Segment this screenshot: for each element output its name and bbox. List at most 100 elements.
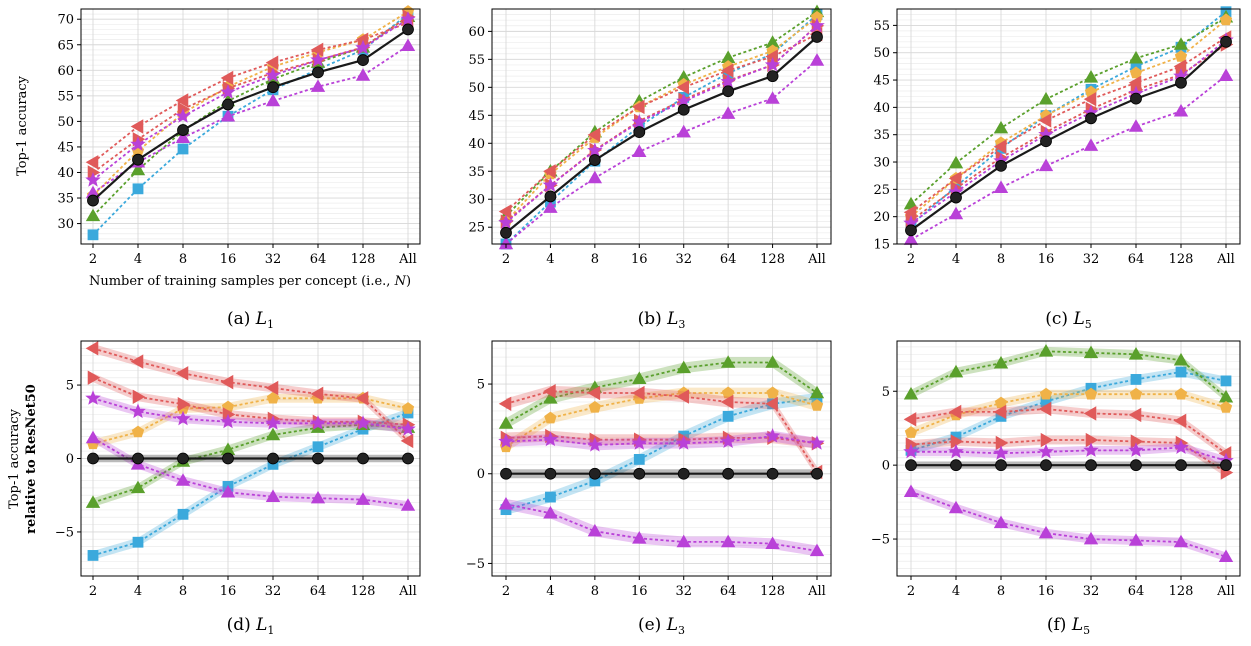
data-point: [267, 452, 279, 465]
series-line: [505, 59, 818, 245]
series-line: [910, 36, 1227, 214]
data-point: [904, 426, 918, 438]
data-point: [720, 73, 736, 89]
data-point: [948, 171, 962, 186]
data-point: [85, 430, 101, 444]
chart-panel-3: 15 20 25 30 35 40 45 50 55 2 4 8 16 32 64 128 All (c) L5: [873, 6, 1241, 331]
data-point: [1083, 138, 1099, 151]
data-point: [1128, 442, 1144, 457]
y-tick-label: 50: [873, 46, 890, 61]
y-tick-label: 0: [477, 467, 485, 482]
data-point: [587, 436, 603, 452]
data-point: [1038, 158, 1054, 172]
series-line: [505, 36, 818, 234]
x-tick-label: 4: [134, 252, 142, 267]
series-purple-triangle-up: [903, 484, 1234, 563]
data-point: [588, 467, 601, 480]
series-line: [505, 25, 818, 224]
x-tick-label: 4: [546, 584, 554, 599]
data-point: [1083, 531, 1099, 545]
data-point: [676, 435, 692, 450]
series-line: [910, 16, 1227, 205]
y-tick-label: 50: [468, 81, 485, 96]
data-point: [498, 214, 514, 230]
data-point: [677, 467, 690, 480]
data-point: [995, 159, 1007, 172]
data-point: [85, 172, 101, 187]
data-point: [995, 435, 1009, 451]
series-resnet50-circle: [500, 31, 823, 239]
x-tick-label: 2: [502, 584, 510, 599]
data-point: [1218, 549, 1234, 563]
data-point: [993, 515, 1009, 529]
series-purple-star: [498, 17, 825, 230]
data-point: [948, 404, 962, 420]
chart-panel-2: 25 30 35 40 45 50 55 60 2 4 8 16 32 64 128 All (b) L3: [468, 4, 832, 331]
data-point: [720, 433, 736, 448]
x-tick-label: 64: [310, 584, 327, 599]
data-point: [1040, 459, 1052, 472]
data-point: [544, 467, 557, 480]
data-point: [765, 396, 778, 411]
data-point: [903, 386, 919, 400]
data-point: [132, 153, 144, 166]
data-point: [587, 142, 603, 158]
series-red-triangle-left: [85, 341, 414, 449]
series-line: [910, 74, 1227, 241]
data-point: [903, 412, 917, 427]
data-point: [948, 500, 964, 514]
data-point: [1129, 66, 1143, 79]
series-purple-triangle-up: [85, 430, 416, 511]
data-point: [543, 384, 556, 399]
y-tick-label: 25: [468, 221, 485, 236]
data-point: [631, 435, 647, 450]
series-line: [92, 45, 409, 194]
data-point: [130, 480, 146, 494]
y-tick-label: 20: [873, 210, 890, 225]
y-tick-label: 35: [873, 128, 890, 143]
data-point: [764, 56, 781, 72]
series-line: [92, 423, 409, 504]
series-line: [92, 15, 409, 174]
data-point: [220, 413, 236, 429]
series-resnet50-circle: [905, 459, 1232, 472]
y-tick-label: 30: [57, 217, 74, 232]
data-point: [1085, 459, 1097, 472]
data-point: [809, 385, 825, 399]
data-point: [1038, 401, 1052, 417]
y-tick-label: 45: [873, 74, 890, 89]
data-point: [993, 404, 1007, 420]
x-tick-label: 8: [997, 584, 1005, 599]
data-point: [543, 391, 558, 404]
confidence-band: [506, 393, 817, 515]
data-point: [766, 70, 779, 83]
data-point: [220, 374, 234, 390]
data-point: [87, 452, 99, 465]
data-point: [950, 434, 964, 449]
y-tick-label: 45: [468, 109, 485, 124]
data-point: [130, 136, 146, 151]
data-point: [310, 490, 326, 504]
data-point: [676, 534, 691, 548]
data-point: [993, 445, 1009, 460]
data-point: [177, 396, 191, 412]
data-point: [903, 484, 919, 498]
data-point: [1038, 443, 1054, 459]
data-point: [995, 459, 1007, 472]
x-tick-label: 4: [546, 252, 554, 267]
chart-panel-6: −5 0 5 2 4 8 16 32 64 128 All (f) L5: [871, 340, 1241, 637]
data-point: [1038, 113, 1052, 128]
y-tick-label: 30: [873, 156, 890, 171]
data-point: [948, 155, 964, 169]
series-red-triangle-left: [498, 26, 823, 219]
data-point: [222, 452, 234, 465]
series-red-triangle-left: [498, 384, 823, 480]
subfigure-caption: (b) L3: [638, 309, 686, 331]
data-point: [1220, 375, 1232, 387]
data-point: [400, 433, 414, 449]
series-line: [92, 397, 409, 445]
data-point: [85, 155, 99, 170]
data-point: [132, 389, 146, 405]
y-tick-label: 35: [468, 165, 485, 180]
data-point: [85, 341, 99, 356]
